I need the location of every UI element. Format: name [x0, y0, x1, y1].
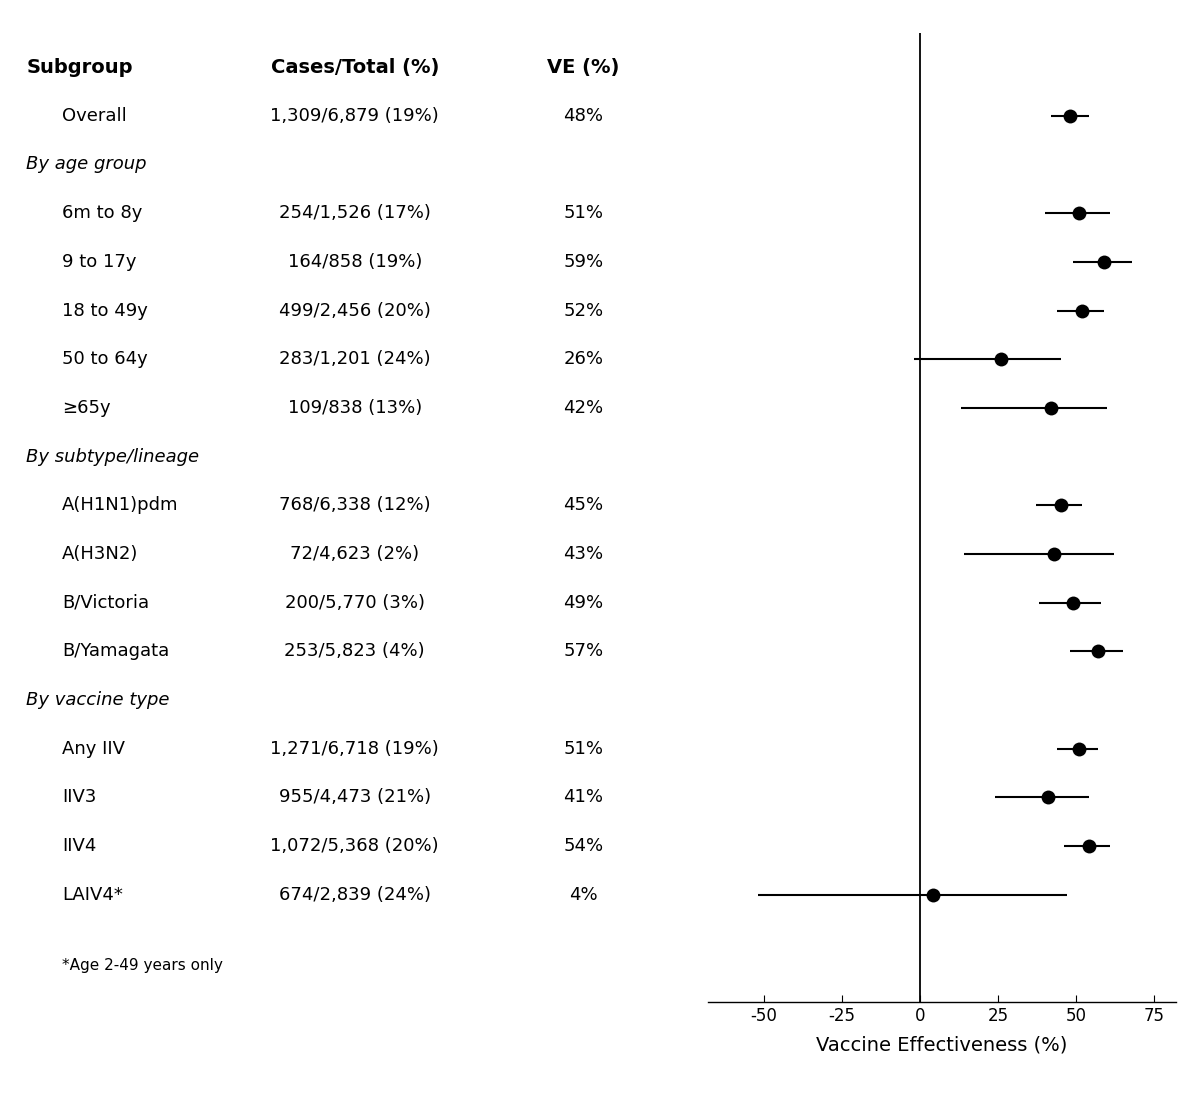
Text: 18 to 49y: 18 to 49y — [62, 302, 148, 319]
Text: By age group: By age group — [26, 155, 146, 174]
Text: 48%: 48% — [563, 107, 604, 124]
Text: 54%: 54% — [563, 837, 604, 855]
Text: By vaccine type: By vaccine type — [26, 691, 169, 709]
Text: 674/2,839 (24%): 674/2,839 (24%) — [278, 886, 431, 904]
Text: 4%: 4% — [569, 886, 598, 904]
Text: Subgroup: Subgroup — [26, 57, 133, 77]
Text: 955/4,473 (21%): 955/4,473 (21%) — [278, 788, 431, 806]
Text: IIV4: IIV4 — [62, 837, 96, 855]
Text: Cases/Total (%): Cases/Total (%) — [270, 57, 439, 77]
Text: 1,072/5,368 (20%): 1,072/5,368 (20%) — [270, 837, 439, 855]
Text: 41%: 41% — [563, 788, 604, 806]
Text: 768/6,338 (12%): 768/6,338 (12%) — [278, 497, 431, 514]
Text: 45%: 45% — [563, 497, 604, 514]
Text: 26%: 26% — [563, 350, 604, 368]
Text: A(H1N1)pdm: A(H1N1)pdm — [62, 497, 179, 514]
Text: 6m to 8y: 6m to 8y — [62, 204, 143, 222]
Text: VE (%): VE (%) — [547, 57, 619, 77]
Text: IIV3: IIV3 — [62, 788, 96, 806]
Text: 50 to 64y: 50 to 64y — [62, 350, 148, 368]
Text: 253/5,823 (4%): 253/5,823 (4%) — [284, 642, 425, 661]
Text: Any IIV: Any IIV — [62, 740, 125, 757]
Text: 1,309/6,879 (19%): 1,309/6,879 (19%) — [270, 107, 439, 124]
Text: 1,271/6,718 (19%): 1,271/6,718 (19%) — [270, 740, 439, 757]
Text: 51%: 51% — [563, 204, 604, 222]
Text: 109/838 (13%): 109/838 (13%) — [288, 399, 422, 417]
Text: 9 to 17y: 9 to 17y — [62, 253, 137, 271]
Text: 499/2,456 (20%): 499/2,456 (20%) — [278, 302, 431, 319]
Text: ≥65y: ≥65y — [62, 399, 110, 417]
Text: LAIV4*: LAIV4* — [62, 886, 122, 904]
Text: 72/4,623 (2%): 72/4,623 (2%) — [290, 545, 419, 563]
Text: 283/1,201 (24%): 283/1,201 (24%) — [278, 350, 431, 368]
Text: B/Victoria: B/Victoria — [62, 593, 149, 612]
Text: B/Yamagata: B/Yamagata — [62, 642, 169, 661]
Text: *Age 2-49 years only: *Age 2-49 years only — [62, 958, 223, 973]
Text: 51%: 51% — [563, 740, 604, 757]
Text: 254/1,526 (17%): 254/1,526 (17%) — [278, 204, 431, 222]
X-axis label: Vaccine Effectiveness (%): Vaccine Effectiveness (%) — [816, 1036, 1068, 1055]
Text: 164/858 (19%): 164/858 (19%) — [288, 253, 422, 271]
Text: 59%: 59% — [563, 253, 604, 271]
Text: 57%: 57% — [563, 642, 604, 661]
Text: Overall: Overall — [62, 107, 127, 124]
Text: 43%: 43% — [563, 545, 604, 563]
Text: 49%: 49% — [563, 593, 604, 612]
Text: By subtype/lineage: By subtype/lineage — [26, 448, 199, 466]
Text: 200/5,770 (3%): 200/5,770 (3%) — [284, 593, 425, 612]
Text: 42%: 42% — [563, 399, 604, 417]
Text: 52%: 52% — [563, 302, 604, 319]
Text: A(H3N2): A(H3N2) — [62, 545, 138, 563]
